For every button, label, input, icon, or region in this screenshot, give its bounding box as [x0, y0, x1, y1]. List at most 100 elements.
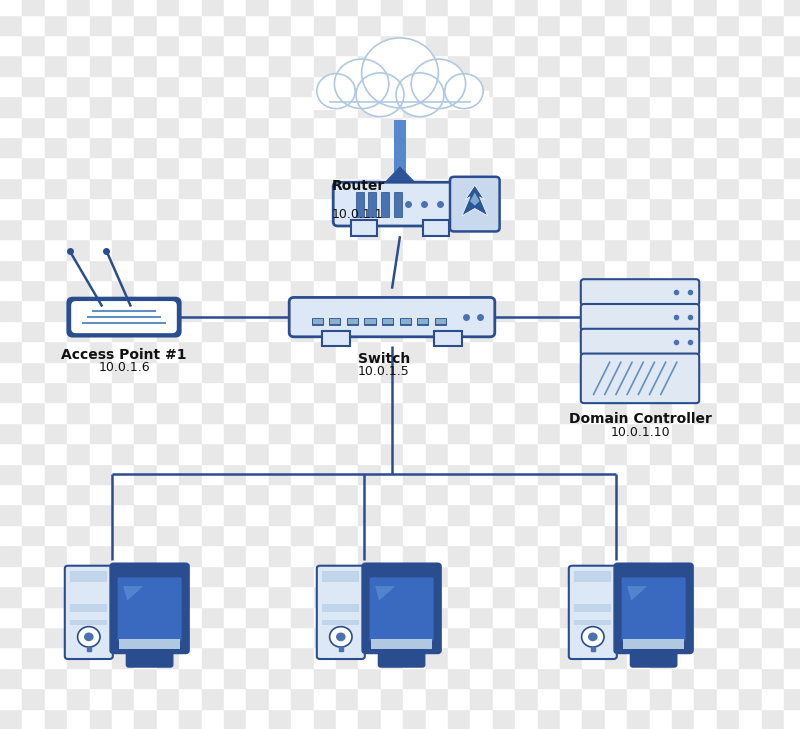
Bar [314, 96, 336, 117]
Bar [574, 620, 611, 625]
Bar [605, 627, 627, 647]
Bar [694, 402, 717, 423]
Bar [314, 157, 336, 178]
Bar [470, 382, 493, 402]
Bar [762, 198, 784, 219]
Bar [202, 55, 224, 76]
Bar [739, 260, 762, 280]
Bar [134, 117, 157, 137]
Bar [739, 525, 762, 545]
Bar [202, 586, 224, 607]
Bar [134, 362, 157, 382]
Bar [672, 545, 694, 566]
Polygon shape [123, 586, 143, 601]
Bar [650, 504, 672, 525]
Bar [538, 341, 560, 362]
Bar [560, 668, 582, 688]
Bar [314, 321, 336, 341]
Bar [582, 647, 605, 668]
Bar [381, 423, 403, 443]
Bar [470, 484, 493, 504]
Bar [582, 443, 605, 464]
Bar [90, 545, 112, 566]
Bar [403, 178, 426, 198]
Bar [179, 0, 202, 15]
Bar [538, 157, 560, 178]
Bar [717, 688, 739, 709]
Bar [381, 464, 403, 484]
Bar [538, 382, 560, 402]
Bar [336, 668, 358, 688]
Bar [381, 586, 403, 607]
Bar [179, 525, 202, 545]
Bar [650, 647, 672, 668]
Bar [314, 423, 336, 443]
Bar [157, 627, 179, 647]
Bar [515, 647, 538, 668]
Bar [0, 96, 22, 117]
Bar [739, 219, 762, 239]
Bar [650, 239, 672, 260]
Bar [448, 607, 470, 627]
Bar [269, 545, 291, 566]
Bar [739, 198, 762, 219]
Bar [157, 423, 179, 443]
Bar [112, 15, 134, 35]
Bar [381, 607, 403, 627]
Bar [0, 15, 22, 35]
Bar [246, 15, 269, 35]
Bar [134, 586, 157, 607]
Bar [448, 423, 470, 443]
Bar [157, 341, 179, 362]
Bar [470, 647, 493, 668]
Bar [717, 239, 739, 260]
Bar [336, 15, 358, 35]
Bar [538, 525, 560, 545]
Bar [560, 0, 582, 15]
Bar [784, 321, 800, 341]
Bar [269, 586, 291, 607]
Bar [179, 280, 202, 300]
Bar [90, 219, 112, 239]
Bar [448, 668, 470, 688]
Bar [515, 96, 538, 117]
Bar [470, 709, 493, 729]
Bar [246, 157, 269, 178]
Bar [0, 280, 22, 300]
Bar [717, 341, 739, 362]
Bar [403, 647, 426, 668]
Bar [202, 525, 224, 545]
Bar [426, 96, 448, 117]
Bar [0, 239, 22, 260]
Bar [403, 96, 426, 117]
Bar [246, 341, 269, 362]
Bar [627, 484, 650, 504]
Bar [381, 239, 403, 260]
Bar [672, 280, 694, 300]
Bar [314, 35, 336, 55]
Bar [381, 688, 403, 709]
Bar [515, 300, 538, 321]
Bar [291, 0, 314, 15]
Bar [246, 647, 269, 668]
Bar [627, 341, 650, 362]
Bar [650, 688, 672, 709]
Bar [246, 464, 269, 484]
Bar [371, 639, 432, 649]
Bar [605, 178, 627, 198]
Bar [448, 586, 470, 607]
Bar [650, 0, 672, 15]
Bar [627, 362, 650, 382]
Bar [224, 525, 246, 545]
Bar [0, 137, 22, 157]
Bar [90, 0, 112, 15]
Bar [314, 382, 336, 402]
Bar [314, 219, 336, 239]
Bar [67, 0, 90, 15]
Bar [22, 0, 45, 15]
Bar [493, 423, 515, 443]
Bar [336, 260, 358, 280]
Bar [448, 464, 470, 484]
Bar [269, 647, 291, 668]
Bar [448, 709, 470, 729]
